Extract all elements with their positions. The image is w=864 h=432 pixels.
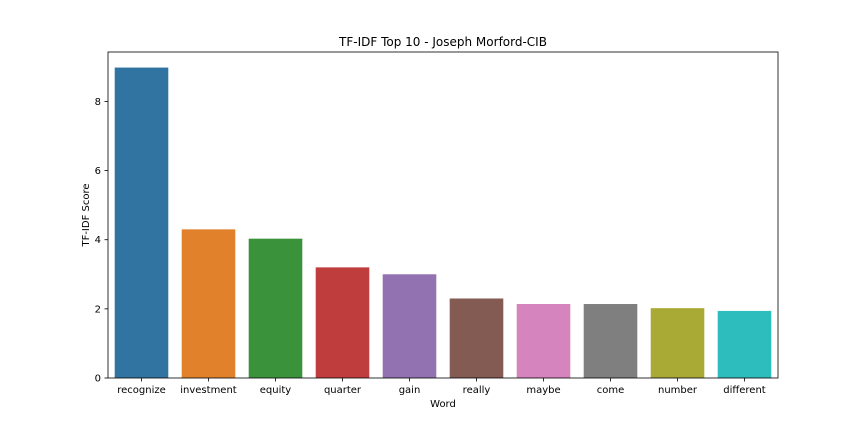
y-axis-label: TF-IDF Score <box>81 183 92 247</box>
x-tick-label: quarter <box>324 385 362 396</box>
y-tick-label: 4 <box>95 235 101 246</box>
x-tick-label: maybe <box>526 385 560 396</box>
bar-come <box>583 304 638 378</box>
x-tick-label: equity <box>260 385 292 396</box>
x-axis-label: Word <box>430 399 456 410</box>
y-tick-label: 6 <box>95 166 101 177</box>
x-tick-label: gain <box>399 385 421 396</box>
bar-group <box>114 67 772 378</box>
x-tick-label: investment <box>180 385 237 396</box>
x-axis-ticks: recognize investment equity quarter gain real… <box>117 378 766 396</box>
x-tick-label: recognize <box>117 385 166 396</box>
plot-area-frame <box>107 51 779 379</box>
bar-recognize <box>114 67 169 378</box>
bar-investment <box>181 229 236 378</box>
bar-quarter <box>315 267 370 378</box>
x-tick-label: different <box>723 385 766 396</box>
y-tick-label: 8 <box>95 97 101 108</box>
bar-maybe <box>516 304 571 378</box>
bar-equity <box>248 238 303 378</box>
y-tick-label: 0 <box>95 374 101 385</box>
bar-gain <box>382 274 437 378</box>
x-tick-label: come <box>597 385 625 396</box>
x-tick-label: really <box>463 385 491 396</box>
bar-number <box>650 308 705 378</box>
bar-different <box>717 310 772 378</box>
bar-really <box>449 298 504 378</box>
x-tick-label: number <box>658 385 698 396</box>
y-tick-label: 2 <box>95 304 101 315</box>
y-axis-ticks: 0 2 4 6 8 <box>95 97 108 385</box>
chart-title: TF-IDF Top 10 - Joseph Morford-CIB <box>338 35 547 49</box>
